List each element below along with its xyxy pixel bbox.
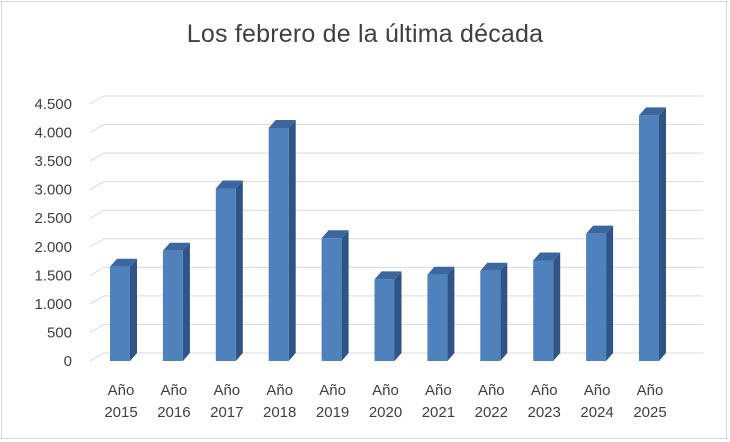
gridline — [89, 124, 703, 133]
bar — [110, 258, 137, 361]
x-tick-label: 2020 — [369, 404, 402, 421]
y-tick-label: 2.000 — [34, 239, 72, 256]
x-tick-label: Año — [478, 382, 505, 399]
bar-side — [182, 242, 190, 361]
gridline — [89, 181, 703, 191]
x-tick-label: Año — [531, 382, 558, 399]
bar-side — [447, 266, 455, 361]
bar-front — [427, 274, 448, 361]
x-tick-label: Año — [108, 382, 135, 399]
y-tick-label: 4.000 — [34, 125, 72, 142]
bar-front — [110, 266, 130, 361]
bar-front — [162, 250, 183, 361]
bar-top — [480, 262, 508, 271]
bar-top — [533, 252, 561, 261]
y-tick-label: 3.000 — [34, 182, 72, 199]
bar-top — [162, 242, 190, 251]
bar — [268, 119, 296, 361]
y-tick-label: 4.500 — [34, 96, 72, 113]
y-tick-label: 0 — [64, 353, 72, 370]
x-axis-labels: Año 2015 Año 2016 Año 2017 Año 2018 Año 2019 Año 20… — [104, 382, 666, 421]
x-tick-label: Año — [161, 382, 188, 399]
x-tick-label: 2023 — [528, 404, 561, 421]
bar-front — [374, 279, 395, 361]
y-tick-label: 1.500 — [34, 267, 72, 284]
bar-side — [659, 107, 666, 361]
gridline — [89, 238, 703, 248]
y-tick-label: 2.500 — [34, 210, 72, 227]
bar — [533, 252, 561, 361]
bar-side — [500, 262, 508, 361]
bar-front — [268, 127, 289, 361]
x-tick-label: 2016 — [157, 404, 190, 421]
chart-title: Los febrero de la última década — [186, 20, 544, 48]
x-tick-label: Año — [584, 382, 611, 399]
x-tick-label: Año — [266, 382, 293, 399]
bar-front — [480, 270, 501, 361]
x-tick-label: Año — [372, 382, 399, 399]
bar-front — [215, 188, 236, 361]
y-tick-label: 500 — [47, 324, 72, 341]
gridline — [89, 95, 703, 105]
bar — [586, 225, 614, 361]
bar — [427, 266, 455, 361]
bar — [321, 230, 349, 361]
x-tick-label: Año — [213, 382, 240, 399]
x-tick-label: 2025 — [633, 404, 666, 421]
bar — [374, 271, 402, 361]
x-tick-label: 2015 — [104, 404, 137, 421]
bar — [639, 107, 666, 361]
y-axis-ticks: 0 500 1.000 1.500 2.000 2.500 3.000 3.500 4.000 4… — [34, 96, 72, 370]
x-tick-label: 2019 — [316, 404, 349, 421]
x-tick-label: Año — [637, 382, 664, 399]
x-tick-label: Año — [425, 382, 452, 399]
bar-side — [288, 119, 296, 361]
x-tick-label: 2024 — [580, 404, 613, 421]
bar-side — [130, 258, 137, 361]
bar-front — [321, 238, 342, 361]
y-tick-label: 1.000 — [34, 296, 72, 313]
x-tick-label: 2017 — [210, 404, 243, 421]
x-tick-label: Año — [319, 382, 346, 399]
bar-side — [235, 180, 243, 361]
bar — [480, 262, 508, 361]
bars — [110, 107, 666, 361]
bar-top — [586, 225, 614, 234]
bar-top — [639, 107, 666, 116]
bar-side — [341, 230, 349, 361]
x-tick-label: 2022 — [475, 404, 508, 421]
gridline — [89, 152, 703, 162]
bar-front — [639, 115, 659, 361]
bar-top — [321, 230, 349, 239]
bar-top — [374, 271, 402, 280]
bar — [215, 180, 243, 361]
bar-side — [394, 271, 402, 361]
bar-front — [586, 233, 607, 361]
bar-side — [553, 252, 561, 361]
x-tick-label: 2021 — [422, 404, 455, 421]
bar-top — [427, 266, 455, 275]
x-tick-label: 2018 — [263, 404, 296, 421]
bar — [162, 242, 190, 361]
bar-side — [606, 225, 614, 361]
bar-front — [533, 260, 554, 361]
gridline — [89, 209, 703, 219]
bar-top — [110, 258, 137, 267]
y-tick-label: 3.500 — [34, 153, 72, 170]
bar-top — [215, 180, 243, 189]
bar-top — [268, 119, 296, 128]
